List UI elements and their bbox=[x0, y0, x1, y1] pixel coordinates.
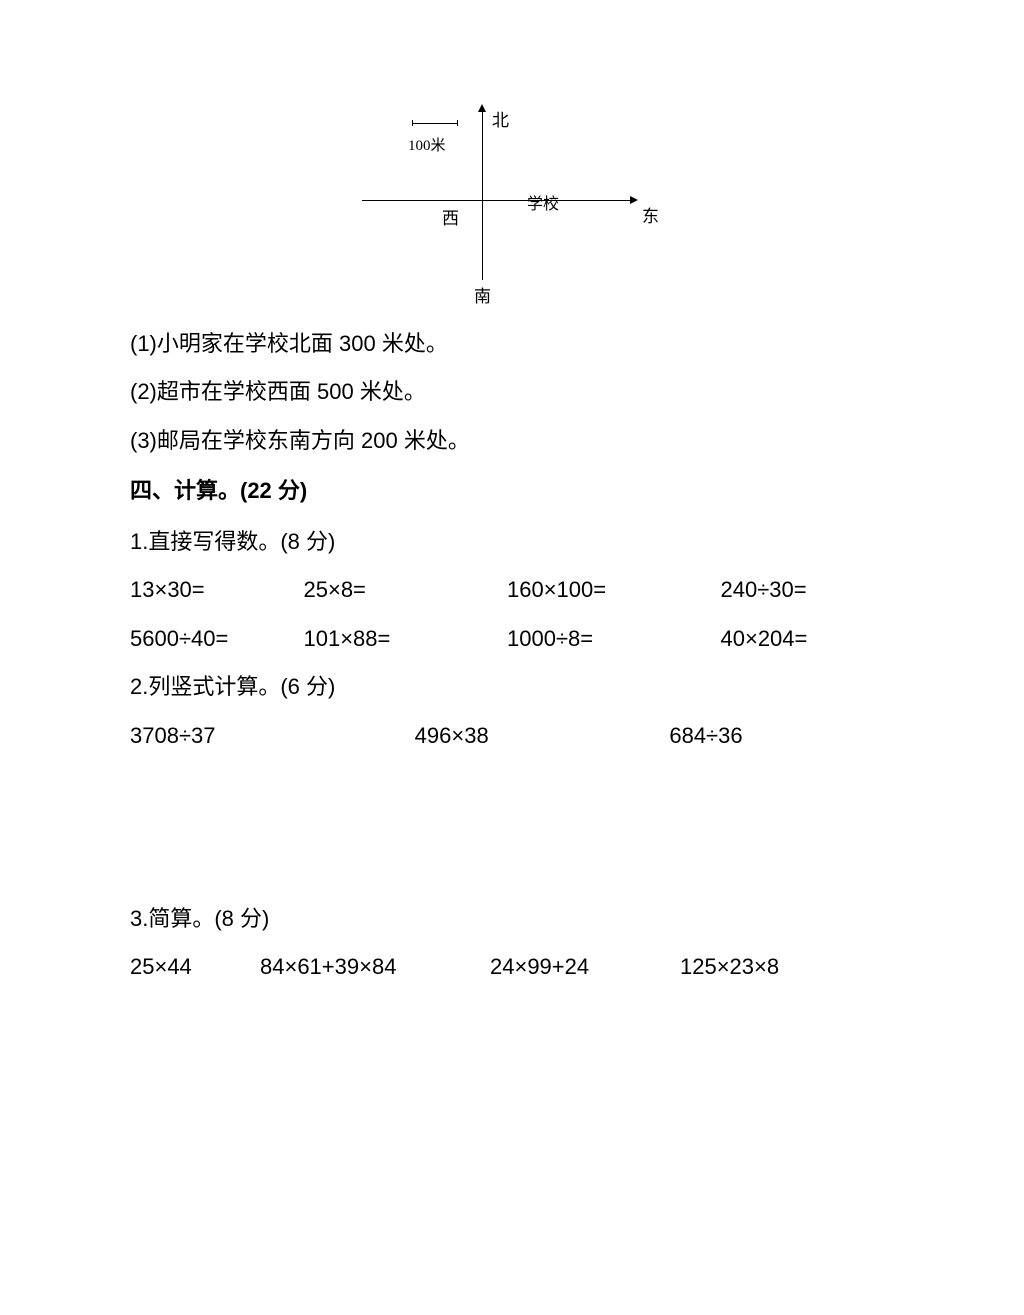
diagram-container: 100米 北 南 西 东 学校 bbox=[130, 100, 894, 290]
label-north: 北 bbox=[492, 106, 509, 131]
scale-bar bbox=[412, 120, 457, 134]
label-school: 学校 bbox=[527, 190, 559, 214]
q4-1-row-2: 5600÷40= 101×88= 1000÷8= 40×204= bbox=[130, 615, 894, 663]
q4-3-row: 25×44 84×61+39×84 24×99+24 125×23×8 bbox=[130, 943, 894, 991]
section-4-heading: 四、计算。(22 分) bbox=[130, 465, 894, 518]
axis-vertical bbox=[482, 110, 483, 280]
arrow-north-icon bbox=[478, 104, 486, 112]
q4-1-row-1: 13×30= 25×8= 160×100= 240÷30= bbox=[130, 566, 894, 614]
expr: 5600÷40= bbox=[130, 615, 304, 663]
axis-horizontal bbox=[362, 200, 632, 201]
arrow-east-icon bbox=[630, 196, 638, 204]
expr: 160×100= bbox=[477, 566, 681, 614]
q4-1-title: 1.直接写得数。(8 分) bbox=[130, 518, 894, 566]
expr: 40×204= bbox=[681, 615, 895, 663]
page: 100米 北 南 西 东 学校 (1)小明家在学校北面 300 米处。 (2)超… bbox=[0, 0, 1024, 1315]
expr: 684÷36 bbox=[639, 712, 894, 760]
expr: 13×30= bbox=[130, 566, 304, 614]
q4-3-title: 3.简算。(8 分) bbox=[130, 895, 894, 943]
expr: 1000÷8= bbox=[477, 615, 681, 663]
q4-2-row: 3708÷37 496×38 684÷36 bbox=[130, 712, 894, 760]
q3-item-3: (3)邮局在学校东南方向 200 米处。 bbox=[130, 417, 894, 465]
expr: 125×23×8 bbox=[680, 943, 894, 991]
scale-label: 100米 bbox=[408, 134, 446, 155]
expr: 24×99+24 bbox=[490, 943, 680, 991]
expr: 240÷30= bbox=[681, 566, 895, 614]
expr: 3708÷37 bbox=[130, 712, 355, 760]
workspace-gap bbox=[130, 760, 894, 895]
q4-2-title: 2.列竖式计算。(6 分) bbox=[130, 663, 894, 711]
label-west: 西 bbox=[442, 204, 459, 229]
q3-item-2: (2)超市在学校西面 500 米处。 bbox=[130, 368, 894, 416]
label-east: 东 bbox=[642, 202, 659, 227]
expr: 496×38 bbox=[355, 712, 640, 760]
expr: 84×61+39×84 bbox=[260, 943, 490, 991]
label-south: 南 bbox=[474, 282, 491, 307]
compass-diagram: 100米 北 南 西 东 学校 bbox=[332, 100, 692, 290]
q3-item-1: (1)小明家在学校北面 300 米处。 bbox=[130, 320, 894, 368]
expr: 25×44 bbox=[130, 943, 260, 991]
expr: 101×88= bbox=[304, 615, 478, 663]
expr: 25×8= bbox=[304, 566, 478, 614]
